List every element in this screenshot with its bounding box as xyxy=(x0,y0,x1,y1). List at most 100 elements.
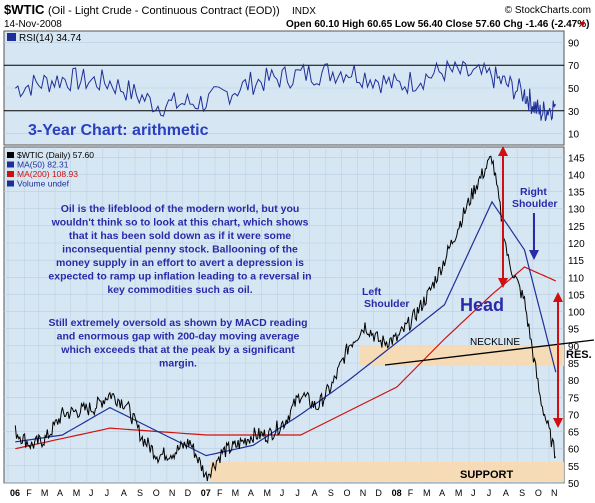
rsi-tick-label: 30 xyxy=(568,107,580,118)
time-tick-label: M xyxy=(232,488,240,498)
support-zone xyxy=(210,462,564,482)
time-tick-label: A xyxy=(312,488,318,498)
legend-entry: Volume undef xyxy=(17,179,70,189)
resistance-label: RES. xyxy=(566,349,592,361)
chart-date: 14-Nov-2008 xyxy=(4,19,62,30)
ma200-line xyxy=(15,266,557,450)
commentary-text-2: Still extremely oversold as shown by MAC… xyxy=(48,317,307,370)
time-tick-label: F xyxy=(408,488,414,498)
time-tick-label: J xyxy=(471,488,476,498)
price-tick-label: 110 xyxy=(568,273,584,284)
price-tick-label: 120 xyxy=(568,239,585,250)
time-tick-label: F xyxy=(26,488,32,498)
price-tick-label: 90 xyxy=(568,342,580,353)
time-tick-label: M xyxy=(455,488,463,498)
time-tick-label: 06 xyxy=(10,488,20,498)
price-tick-label: 75 xyxy=(568,393,580,404)
time-tick-label: J xyxy=(105,488,110,498)
head-drop-arrow xyxy=(498,146,508,288)
time-tick-label: M xyxy=(264,488,272,498)
commentary-text: Oil is the lifeblood of the modern world… xyxy=(48,203,311,296)
price-tick-label: 80 xyxy=(568,376,580,387)
price-tick-label: 115 xyxy=(568,256,584,267)
ma50-line xyxy=(15,200,557,457)
time-tick-label: 07 xyxy=(201,488,211,498)
legend-entry: $WTIC (Daily) 57.60 xyxy=(17,150,94,160)
watermark: © StockCharts.com xyxy=(505,5,591,16)
time-tick-label: J xyxy=(280,488,285,498)
price-tick-label: 50 xyxy=(568,479,580,490)
rsi-tick-label: 70 xyxy=(568,61,580,72)
legend-swatch xyxy=(7,180,14,187)
rsi-tick-label: 90 xyxy=(568,38,580,49)
time-tick-label: O xyxy=(344,488,351,498)
right-shoulder-label-line2: Shoulder xyxy=(512,198,558,210)
time-tick-label: S xyxy=(137,488,143,498)
time-tick-label: 08 xyxy=(392,488,402,498)
time-tick-label: J xyxy=(295,488,300,498)
time-tick-label: N xyxy=(360,488,367,498)
time-tick-label: N xyxy=(551,488,558,498)
rsi-axis: 90 70 50 30 10 xyxy=(568,38,580,140)
right-shoulder-label-line1: Right xyxy=(520,186,547,198)
price-tick-label: 140 xyxy=(568,170,585,181)
time-tick-label: D xyxy=(375,488,382,498)
price-tick-label: 105 xyxy=(568,290,585,301)
time-tick-label: N xyxy=(169,488,176,498)
time-tick-label: A xyxy=(248,488,254,498)
left-shoulder-label-line1: Left xyxy=(362,286,382,298)
ticker-symbol: $WTIC xyxy=(4,2,45,17)
price-tick-label: 60 xyxy=(568,445,580,456)
price-axis: 145 140 135 130 125 120 115 110 105 100 95 90 85 80 75… xyxy=(568,153,585,490)
rsi-tick-label: 50 xyxy=(568,84,580,95)
time-tick-label: F xyxy=(217,488,223,498)
price-tick-label: 85 xyxy=(568,359,580,370)
time-tick-label: A xyxy=(57,488,63,498)
rsi-label: RSI(14) 34.74 xyxy=(19,33,82,44)
time-tick-label: O xyxy=(153,488,160,498)
price-tick-label: 100 xyxy=(568,308,585,319)
legend-swatch xyxy=(7,161,14,168)
price-tick-label: 130 xyxy=(568,205,585,216)
time-tick-label: A xyxy=(503,488,509,498)
time-tick-label: J xyxy=(89,488,94,498)
time-tick-label: M xyxy=(41,488,49,498)
time-tick-label: S xyxy=(328,488,334,498)
time-tick-label: M xyxy=(423,488,431,498)
legend-entry: MA(50) 82.31 xyxy=(17,160,69,170)
price-line xyxy=(14,155,557,482)
price-grid xyxy=(4,147,564,484)
legend-entry: MA(200) 108.93 xyxy=(17,169,78,179)
time-tick-label: M xyxy=(73,488,81,498)
time-tick-label: O xyxy=(535,488,542,498)
time-tick-label: A xyxy=(439,488,445,498)
left-shoulder-label-line2: Shoulder xyxy=(364,298,410,310)
legend-swatch xyxy=(7,171,14,177)
rsi-tick-label: 10 xyxy=(568,130,580,141)
neckline-label: NECKLINE xyxy=(470,337,520,348)
target-drop-arrow xyxy=(553,292,563,428)
time-tick-label: D xyxy=(185,488,192,498)
neckline-trendline xyxy=(384,339,595,366)
price-tick-label: 65 xyxy=(568,428,580,439)
rsi-legend-icon xyxy=(7,33,16,41)
price-tick-label: 145 xyxy=(568,153,585,164)
price-tick-label: 135 xyxy=(568,188,585,199)
legend-swatch xyxy=(7,152,14,158)
exchange-label: INDX xyxy=(292,6,316,17)
price-tick-label: 95 xyxy=(568,325,580,336)
rsi-series-line xyxy=(14,59,557,122)
support-label: SUPPORT xyxy=(460,469,513,481)
time-axis: 06 F M A M J J A S O N D 07 F M A M J J A S O N D 08 F M A M J J A S O N xyxy=(10,488,558,498)
price-tick-label: 55 xyxy=(568,462,580,473)
ohlc-readout: Open 60.10 High 60.65 Low 56.40 Close 57… xyxy=(286,19,589,30)
time-tick-label: J xyxy=(487,488,492,498)
right-shoulder-arrow xyxy=(529,213,539,260)
down-arrow-icon: ▼ xyxy=(578,19,587,29)
time-tick-label: A xyxy=(121,488,127,498)
head-label: Head xyxy=(460,295,504,315)
ticker-name: (Oil - Light Crude - Continuous Contract… xyxy=(48,5,280,17)
price-tick-label: 70 xyxy=(568,410,580,421)
